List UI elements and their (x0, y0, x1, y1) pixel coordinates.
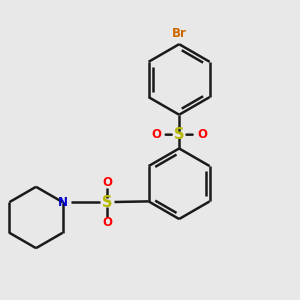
Text: O: O (102, 216, 112, 229)
Text: Br: Br (172, 27, 187, 40)
Text: O: O (197, 128, 207, 141)
Text: S: S (174, 127, 184, 142)
Text: O: O (102, 176, 112, 189)
Text: S: S (102, 195, 112, 210)
Text: O: O (151, 128, 161, 141)
Text: N: N (58, 196, 68, 208)
